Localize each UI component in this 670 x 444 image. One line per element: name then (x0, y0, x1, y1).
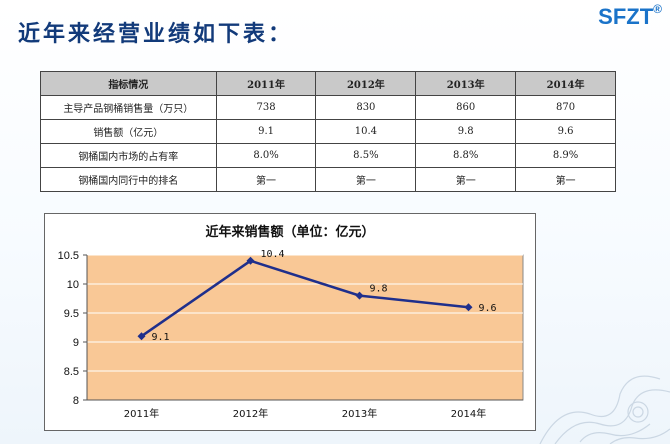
data-point (246, 256, 255, 265)
header-2014: 2014年 (515, 71, 616, 96)
table-row: 钢桶国内市场的占有率 8.0% 8.5% 8.8% 8.9% (40, 143, 616, 168)
table-cell: 8.5% (315, 143, 417, 168)
table-cell: 第一 (315, 167, 417, 192)
decorative-pattern (539, 375, 670, 444)
data-point (355, 291, 364, 300)
series-line (140, 259, 469, 338)
table-cell: 9.8 (415, 119, 517, 144)
x-tick-label: 2013年 (342, 407, 377, 420)
slide-title: 近年来经营业绩如下表： (18, 21, 294, 47)
table-cell: 9.6 (515, 119, 616, 144)
sales-chart-svg: 近年来销售额（单位：亿元） 8 8.5 9 9.5 10 10.5 2011年 2012年 201… (58, 224, 524, 420)
table-cell: 10.4 (315, 119, 417, 144)
y-tick-label: 10 (67, 279, 79, 291)
x-tick-label: 2014年 (451, 407, 486, 420)
y-tick-label: 8.5 (64, 366, 79, 378)
table-cell: 8.8% (415, 143, 517, 168)
table-row: 钢桶国内同行中的排名 第一 第一 第一 第一 (40, 167, 616, 192)
data-label: 9.1 (152, 332, 170, 343)
sales-chart: 近年来销售额（单位：亿元） 8 8.5 9 9.5 10 10.5 2011年 2012年 201… (44, 213, 536, 431)
logo: SFZT® (598, 2, 662, 30)
data-point (464, 303, 473, 312)
table-cell: 830 (315, 95, 417, 120)
y-tick-label: 10.5 (58, 250, 79, 262)
table-row: 主导产品钢桶销售量（万只） 738 830 860 870 (40, 95, 616, 120)
header-indicator: 指标情况 (40, 71, 217, 96)
x-tick-label: 2012年 (233, 407, 268, 420)
row-label: 主导产品钢桶销售量（万只） (40, 95, 217, 120)
x-tick-label: 2011年 (124, 407, 159, 420)
y-tick-label: 9 (73, 337, 79, 349)
table-cell: 860 (415, 95, 517, 120)
row-label: 钢桶国内市场的占有率 (40, 143, 217, 168)
logo-text: SFZT (598, 4, 654, 29)
data-label: 10.4 (261, 249, 285, 260)
table-cell: 第一 (215, 167, 317, 192)
performance-table: 指标情况 2011年 2012年 2013年 2014年 主导产品钢桶销售量（万… (40, 71, 616, 192)
table-cell: 738 (215, 95, 317, 120)
header-2013: 2013年 (415, 71, 517, 96)
chart-title: 近年来销售额（单位：亿元） (205, 224, 374, 240)
data-point (137, 332, 146, 341)
y-tick-label: 9.5 (64, 308, 79, 320)
row-label: 钢桶国内同行中的排名 (40, 167, 217, 192)
data-label: 9.8 (370, 284, 388, 295)
header-2012: 2012年 (315, 71, 417, 96)
row-label: 销售额（亿元） (40, 119, 217, 144)
table-cell: 9.1 (215, 119, 317, 144)
data-label: 9.6 (479, 303, 497, 314)
table-cell: 870 (515, 95, 616, 120)
logo-registered-mark: ® (653, 2, 662, 16)
table-cell: 8.9% (515, 143, 616, 168)
table-row: 销售额（亿元） 9.1 10.4 9.8 9.6 (40, 119, 616, 144)
header-2011: 2011年 (215, 71, 317, 96)
table-cell: 第一 (415, 167, 517, 192)
table-header-row: 指标情况 2011年 2012年 2013年 2014年 (40, 71, 616, 96)
table-cell: 第一 (515, 167, 616, 192)
table-cell: 8.0% (215, 143, 317, 168)
y-tick-label: 8 (73, 395, 79, 407)
